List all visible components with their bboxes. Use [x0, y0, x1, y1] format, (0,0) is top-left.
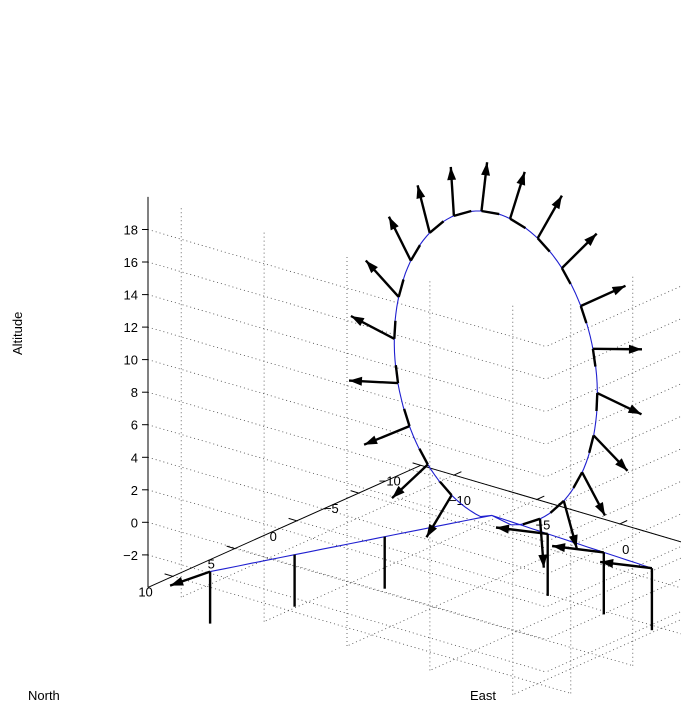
- tangent-vector: [588, 435, 595, 454]
- y-tick-label: 5: [208, 557, 215, 572]
- normal-vector-head: [416, 185, 426, 199]
- normal-vector-head: [584, 233, 597, 246]
- grid-line: [545, 546, 681, 608]
- normal-vector-head: [551, 195, 562, 210]
- tangent-vector: [536, 237, 551, 253]
- normal-vector-head: [447, 166, 457, 181]
- y-tick: [288, 517, 297, 522]
- grid-line: [545, 415, 681, 478]
- tangent-vector: [402, 408, 411, 427]
- normal-vector-head: [365, 260, 378, 274]
- tangent-vector: [394, 365, 400, 384]
- normal-vector-head: [481, 162, 490, 176]
- tangent-vector: [393, 320, 397, 339]
- z-tick-label: 10: [124, 353, 138, 368]
- z-tick-label: 14: [124, 288, 138, 303]
- grid-line: [545, 383, 681, 445]
- z-tick-label: 18: [124, 223, 138, 238]
- velocity-vector-head: [552, 543, 566, 553]
- grid-line: [512, 619, 681, 696]
- tangent-vector: [481, 209, 500, 216]
- y-tick-label: 10: [138, 584, 152, 599]
- velocity-vector-head: [496, 524, 510, 534]
- y-tick: [412, 462, 421, 466]
- y-tick-label: −10: [379, 473, 401, 488]
- y-axis-label: North: [28, 688, 60, 703]
- trajectory-line: [209, 210, 653, 573]
- z-tick-label: 0: [131, 515, 138, 530]
- x-tick: [453, 471, 462, 476]
- y-tick: [350, 490, 359, 494]
- tangent-vector: [579, 305, 588, 324]
- x-axis-label: East: [470, 688, 496, 703]
- normal-vector-head: [568, 534, 578, 549]
- y-tick: [226, 545, 235, 550]
- z-axis-label: Altitude: [10, 312, 25, 355]
- z-tick-label: 4: [131, 450, 138, 465]
- grid-line: [181, 474, 455, 598]
- trajectory-layer: [209, 210, 653, 573]
- z-tick-label: 16: [124, 255, 138, 270]
- grid-line: [296, 520, 681, 635]
- vector-layer: [169, 162, 654, 631]
- normal-vector-head: [350, 316, 365, 326]
- y-axis-line: [147, 464, 422, 588]
- tangent-vector: [591, 348, 597, 367]
- tangent-vector: [428, 220, 445, 234]
- normal-vector-head: [611, 285, 626, 296]
- tangent-vector: [453, 209, 472, 218]
- grid-line: [545, 285, 681, 347]
- x-tick: [536, 495, 545, 500]
- tangent-vector: [438, 480, 453, 496]
- tangent-vector: [522, 517, 541, 526]
- normal-vector-head: [388, 216, 399, 231]
- grid-line: [147, 424, 547, 543]
- normal-vector-head: [628, 344, 642, 354]
- x-tick: [619, 520, 628, 525]
- y-tick: [164, 573, 173, 577]
- normal-vector-head: [615, 458, 628, 471]
- grid-line: [172, 575, 571, 694]
- grid-line: [358, 492, 681, 589]
- normal-vector-head: [426, 523, 437, 538]
- grid-line: [545, 480, 681, 543]
- z-tick-label: 8: [131, 385, 138, 400]
- x-tick-label: 0: [622, 542, 629, 557]
- grid-line: [346, 523, 620, 647]
- tangent-vector: [572, 471, 584, 489]
- velocity-vector-head: [170, 577, 184, 586]
- normal-vector-head: [538, 554, 548, 568]
- normal-vector-head: [595, 502, 605, 516]
- z-tick-label: 2: [131, 483, 138, 498]
- y-tick-label: 0: [270, 529, 277, 544]
- tangent-vector: [595, 393, 599, 412]
- tangent-vector: [409, 244, 422, 262]
- normal-vector-head: [627, 404, 642, 415]
- grid-line: [545, 448, 681, 510]
- z-tick-label: 6: [131, 418, 138, 433]
- z-tick-label: −2: [123, 548, 138, 563]
- tangent-vector: [549, 500, 565, 514]
- grid-line: [545, 350, 681, 413]
- z-tick-label: 12: [124, 320, 138, 335]
- grid-line: [545, 611, 681, 673]
- x-tick-label: −10: [449, 493, 471, 508]
- tangent-vector: [418, 448, 429, 466]
- y-tick-label: −5: [324, 501, 339, 516]
- tangent-vector: [397, 279, 405, 298]
- tangent-vector: [560, 267, 572, 285]
- normal-vector-head: [392, 485, 405, 499]
- tangent-vector: [509, 217, 527, 230]
- normal-vector-head: [364, 435, 378, 445]
- normal-vector-head: [516, 171, 526, 186]
- normal-vector-head: [349, 376, 363, 386]
- velocity-vector-head: [600, 559, 614, 568]
